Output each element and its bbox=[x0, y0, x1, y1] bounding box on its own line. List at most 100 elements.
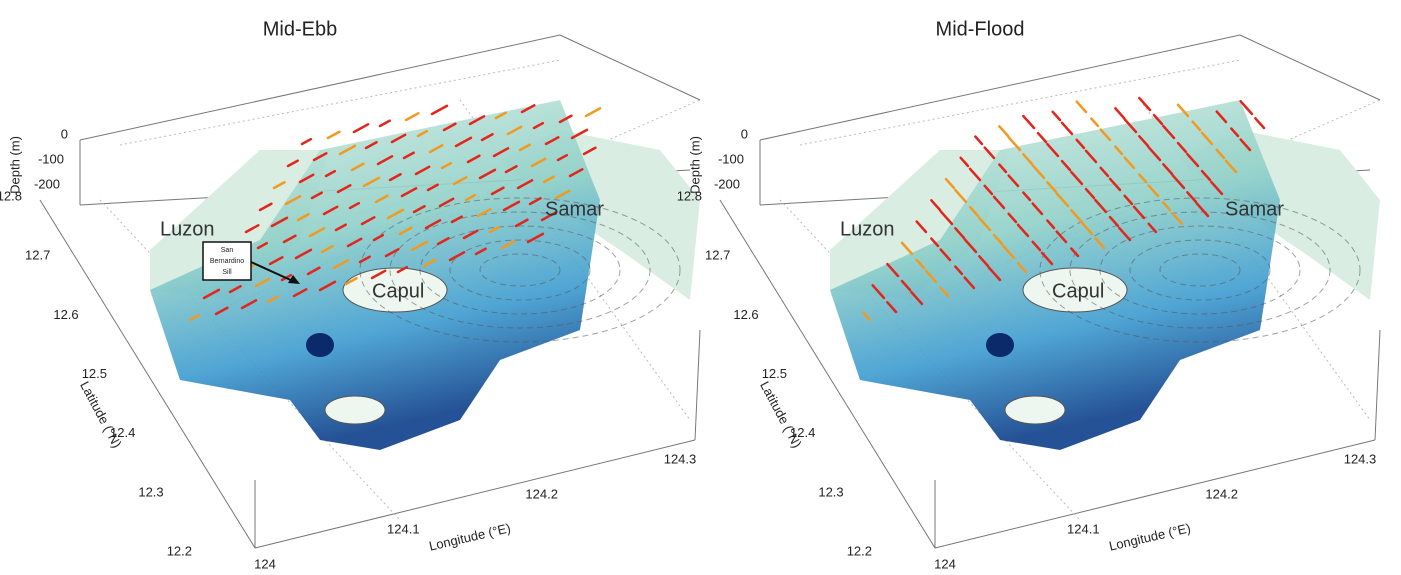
panel: Mid-Ebb Luzon Samar Capul San Bernardino Sill 0… bbox=[0, 18, 701, 571]
lat-tick-label: 12.5 bbox=[82, 366, 107, 381]
place-label: Samar bbox=[1225, 198, 1284, 220]
current-vector bbox=[1123, 118, 1138, 134]
current-vector bbox=[478, 168, 497, 180]
current-vector bbox=[1007, 212, 1018, 224]
current-vector bbox=[416, 129, 429, 138]
lon-tick-label: 124.1 bbox=[1067, 521, 1100, 536]
box-edge bbox=[79, 34, 561, 141]
lat-tick-label: 12.8 bbox=[677, 188, 702, 203]
current-vector bbox=[502, 200, 521, 212]
current-vector bbox=[900, 241, 914, 256]
current-vector bbox=[438, 197, 455, 208]
current-vector bbox=[448, 251, 466, 262]
sill-label: San bbox=[221, 247, 234, 254]
current-vector bbox=[412, 204, 426, 214]
current-vector bbox=[298, 173, 315, 184]
current-vector bbox=[1162, 163, 1174, 176]
place-label: Capul bbox=[372, 280, 424, 302]
current-vector bbox=[488, 225, 501, 234]
current-vector bbox=[272, 180, 286, 190]
current-vector bbox=[1215, 110, 1228, 124]
box-edge bbox=[39, 199, 256, 549]
current-vector bbox=[256, 241, 269, 250]
current-vector bbox=[1114, 107, 1126, 120]
lat-tick-label: 12.4 bbox=[790, 425, 815, 440]
current-vector bbox=[228, 284, 242, 294]
depth-axis-label: Depth (m) bbox=[687, 136, 702, 194]
current-vector bbox=[386, 208, 405, 220]
box-edge bbox=[934, 439, 1376, 549]
current-vector bbox=[464, 193, 477, 202]
current-vector bbox=[490, 186, 505, 196]
deep-hole bbox=[306, 333, 334, 357]
lon-tick-label: 124 bbox=[254, 556, 276, 571]
current-vector bbox=[1070, 170, 1084, 186]
current-vector bbox=[334, 223, 347, 232]
current-vector bbox=[530, 157, 547, 168]
current-vector bbox=[1123, 156, 1136, 170]
current-vector bbox=[871, 284, 886, 300]
current-vector bbox=[284, 195, 302, 206]
island-capul bbox=[342, 267, 448, 313]
current-vector bbox=[1055, 230, 1068, 244]
box-edge bbox=[694, 329, 701, 441]
current-vector bbox=[346, 237, 363, 248]
current-vector bbox=[436, 236, 450, 246]
current-vector bbox=[1138, 173, 1148, 184]
current-vector bbox=[915, 220, 928, 234]
current-vector bbox=[1162, 124, 1176, 140]
current-vector bbox=[480, 132, 494, 142]
current-vector bbox=[554, 189, 571, 200]
current-vector bbox=[1210, 180, 1224, 196]
current-vector bbox=[414, 165, 431, 176]
current-vector bbox=[350, 162, 365, 172]
current-vector bbox=[352, 123, 370, 134]
current-vector bbox=[336, 184, 352, 194]
current-vector bbox=[992, 195, 1006, 210]
panel: Mid-Flood Luzon Samar Capul 0 -100 -200 Depth (… bbox=[677, 18, 1381, 571]
current-vector bbox=[528, 196, 542, 206]
current-vector bbox=[1239, 138, 1252, 152]
lat-tick-label: 12.3 bbox=[818, 484, 843, 499]
current-vector bbox=[983, 146, 996, 160]
current-vector bbox=[1200, 131, 1214, 146]
current-vector bbox=[398, 226, 413, 236]
lat-axis-label: Latitude (°N) bbox=[757, 379, 805, 451]
current-vector bbox=[492, 147, 510, 158]
current-vector bbox=[364, 140, 378, 150]
lon-tick-label: 124.1 bbox=[387, 521, 420, 536]
current-vector bbox=[390, 133, 407, 144]
contour bbox=[1039, 197, 1361, 343]
island-capul bbox=[1022, 267, 1128, 313]
current-vector bbox=[266, 295, 279, 304]
current-vector bbox=[462, 229, 479, 240]
current-vector bbox=[1022, 191, 1032, 202]
current-vector bbox=[358, 255, 371, 264]
depth-tick-label: -100 bbox=[718, 151, 744, 166]
current-vector bbox=[1079, 220, 1094, 236]
current-vector bbox=[400, 187, 418, 198]
current-vector bbox=[1171, 174, 1186, 190]
current-vector bbox=[1152, 113, 1164, 126]
lat-tick-label: 12.7 bbox=[705, 248, 730, 263]
lat-tick-label: 12.3 bbox=[138, 484, 163, 499]
current-vector bbox=[1147, 184, 1160, 198]
current-vector bbox=[968, 205, 980, 218]
land-luzon bbox=[150, 150, 330, 300]
current-vector bbox=[924, 269, 938, 284]
current-vector bbox=[202, 288, 221, 300]
current-vector bbox=[500, 240, 516, 250]
place-label: Luzon bbox=[160, 218, 215, 240]
current-vector bbox=[1022, 114, 1036, 130]
current-vector bbox=[963, 238, 978, 254]
current-vector bbox=[422, 258, 437, 268]
box-edge bbox=[1239, 34, 1381, 101]
current-vector bbox=[520, 104, 536, 114]
current-vector bbox=[396, 265, 409, 274]
current-vector bbox=[542, 175, 555, 184]
lon-tick-label: 124.2 bbox=[525, 486, 558, 501]
current-vector bbox=[998, 125, 1010, 138]
current-vector bbox=[254, 277, 271, 288]
current-vector bbox=[424, 219, 442, 230]
island-south bbox=[324, 395, 386, 425]
